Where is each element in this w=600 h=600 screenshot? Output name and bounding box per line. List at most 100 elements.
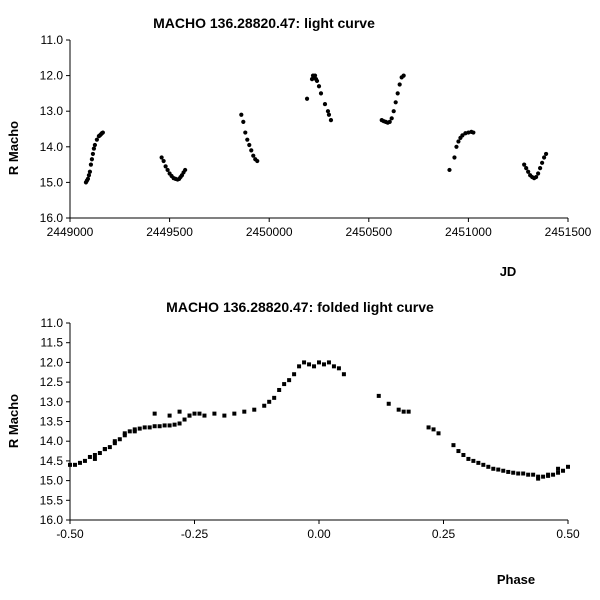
data-point: [566, 464, 570, 469]
data-point: [543, 151, 549, 157]
data-point: [521, 471, 526, 476]
data-point: [491, 466, 496, 471]
data-point: [389, 116, 394, 121]
data-point: [331, 364, 336, 369]
data-point: [541, 155, 547, 160]
x-tick-label: 2451000: [445, 225, 492, 239]
x-tick-label: 2450500: [345, 225, 392, 239]
data-point: [100, 130, 105, 135]
data-point: [312, 73, 318, 78]
data-point: [401, 73, 406, 78]
data-point: [397, 82, 402, 87]
data-point: [461, 452, 466, 457]
y-tick-label: 14.5: [40, 454, 64, 468]
data-point: [326, 360, 331, 365]
data-point: [161, 158, 166, 164]
data-point: [524, 166, 529, 171]
data-point: [531, 472, 536, 477]
data-point: [454, 144, 459, 149]
data-point: [326, 112, 332, 117]
data-point: [152, 411, 157, 416]
y-axis-label: R Macho: [6, 121, 21, 175]
data-point: [86, 173, 92, 178]
data-point: [304, 96, 310, 101]
data-point: [68, 462, 72, 467]
data-point: [212, 411, 217, 416]
data-point: [159, 155, 164, 160]
y-tick-label: 15.0: [40, 175, 64, 189]
data-point: [302, 360, 307, 365]
folded-light-curve-chart: MACHO 136.28820.47: folded light curve R…: [6, 299, 580, 587]
data-point: [318, 91, 324, 96]
data-point: [456, 139, 461, 144]
data-point: [90, 151, 96, 157]
data-point: [147, 425, 152, 430]
data-point: [72, 462, 77, 467]
data-point: [431, 427, 436, 432]
data-point: [401, 409, 406, 414]
data-point: [112, 439, 117, 444]
x-tick-label: 2451500: [545, 225, 592, 239]
data-point: [85, 176, 91, 181]
data-point: [167, 423, 172, 428]
data-point: [496, 467, 501, 472]
data-point: [97, 451, 102, 456]
x-tick-label: 2450000: [246, 225, 293, 239]
data-point: [451, 443, 456, 448]
data-point: [197, 411, 202, 416]
y-tick-label: 16.0: [40, 211, 64, 225]
data-point: [142, 425, 147, 430]
data-point: [297, 364, 302, 369]
data-point: [481, 462, 486, 467]
data-point: [102, 447, 107, 452]
data-point: [192, 411, 197, 416]
data-point: [137, 426, 142, 431]
data-point: [117, 437, 122, 442]
data-point: [526, 169, 531, 174]
data-point: [541, 474, 546, 479]
data-point: [277, 387, 282, 392]
data-point: [456, 449, 461, 454]
data-point: [91, 146, 97, 151]
data-point: [447, 167, 452, 173]
data-point: [187, 413, 192, 418]
data-point: [436, 431, 441, 436]
data-point: [466, 456, 471, 461]
data-point: [312, 364, 317, 369]
data-point: [506, 469, 511, 474]
y-tick-label: 14.0: [40, 434, 64, 448]
data-point: [82, 458, 87, 463]
y-tick-label: 12.0: [40, 355, 64, 369]
data-point: [376, 393, 381, 398]
data-point: [322, 101, 328, 107]
x-tick-label: -0.50: [56, 527, 84, 541]
x-tick-label: 0.50: [556, 527, 580, 541]
y-tick-label: 11.0: [41, 316, 64, 330]
y-tick-label: 11.5: [41, 336, 64, 350]
y-tick-label: 13.0: [40, 395, 64, 409]
data-point: [540, 160, 545, 165]
data-point: [182, 417, 187, 422]
data-point: [94, 137, 99, 142]
data-point: [325, 109, 331, 114]
data-point: [534, 174, 539, 180]
data-point: [341, 372, 346, 377]
data-point: [232, 411, 237, 416]
y-axis-label: R Macho: [6, 394, 21, 448]
data-point: [546, 472, 551, 477]
data-point: [89, 157, 95, 162]
data-point: [247, 142, 252, 148]
data-point: [88, 162, 94, 167]
data-point: [177, 421, 182, 426]
y-tick-label: 12.5: [40, 375, 64, 389]
data-point: [157, 424, 162, 429]
data-point: [272, 395, 277, 400]
data-point: [314, 78, 320, 84]
chart-title: MACHO 136.28820.47: light curve: [153, 15, 375, 31]
data-point: [202, 413, 207, 418]
data-point: [172, 422, 177, 427]
data-point: [282, 382, 287, 387]
data-point: [476, 460, 481, 465]
data-point: [183, 167, 188, 173]
data-point: [452, 155, 457, 160]
